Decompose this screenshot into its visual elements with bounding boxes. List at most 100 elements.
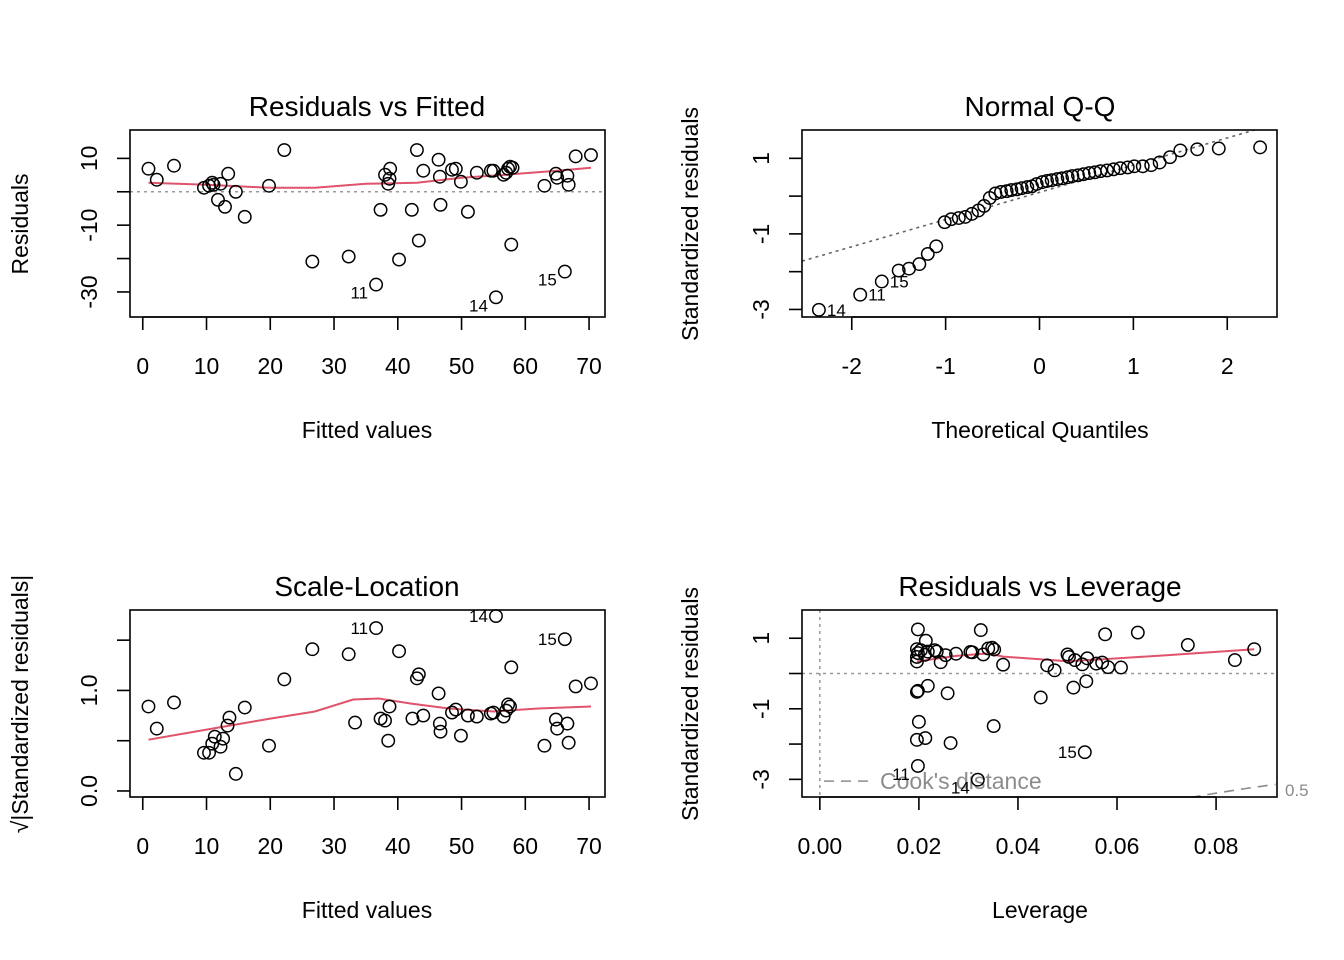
data-point bbox=[929, 239, 944, 254]
y-axis-label: √|Standardized residuals| bbox=[7, 575, 33, 834]
data-point bbox=[1120, 160, 1135, 175]
data-point bbox=[584, 148, 598, 162]
data-point bbox=[1173, 143, 1188, 158]
data-point bbox=[197, 745, 211, 760]
data-point bbox=[141, 699, 156, 714]
data-point bbox=[911, 714, 926, 729]
data-point bbox=[970, 772, 985, 787]
data-point bbox=[1066, 680, 1081, 695]
y-tick-label: -3 bbox=[748, 299, 774, 319]
data-point bbox=[228, 766, 243, 781]
data-point bbox=[460, 204, 475, 219]
point-label: 11 bbox=[350, 619, 368, 638]
cooks-level-label: 0.5 bbox=[1285, 781, 1309, 800]
data-point bbox=[951, 211, 966, 225]
y-tick-label: 1 bbox=[748, 152, 774, 165]
data-point bbox=[460, 708, 475, 723]
data-point bbox=[445, 705, 459, 720]
data-point bbox=[222, 710, 237, 725]
point-label: 11 bbox=[892, 765, 910, 784]
panel-scale-location: Scale-Location Fitted values √|Standardi… bbox=[7, 571, 606, 923]
panel-residuals-vs-fitted: Residuals vs Fitted Fitted values Residu… bbox=[7, 91, 606, 443]
point-label: 11 bbox=[868, 286, 886, 305]
y-tick-label: 10 bbox=[76, 146, 102, 172]
point-label: 14 bbox=[469, 607, 488, 626]
data-point bbox=[561, 177, 576, 192]
data-point bbox=[277, 143, 292, 157]
data-point bbox=[557, 264, 572, 279]
data-point bbox=[211, 192, 225, 207]
data-point bbox=[910, 759, 925, 773]
qq-reference-line bbox=[802, 130, 1258, 262]
x-tick-label: 10 bbox=[194, 353, 220, 379]
data-point bbox=[811, 302, 826, 317]
data-point bbox=[469, 165, 484, 180]
data-point bbox=[381, 733, 396, 748]
data-point bbox=[949, 646, 963, 661]
data-point bbox=[432, 716, 447, 731]
data-point bbox=[404, 202, 419, 217]
data-point bbox=[216, 731, 231, 746]
data-point bbox=[550, 170, 565, 185]
x-tick-label: 0 bbox=[136, 833, 149, 859]
data-point bbox=[218, 199, 232, 214]
data-point bbox=[910, 646, 925, 660]
data-point bbox=[503, 699, 517, 714]
y-tick-label: 1 bbox=[748, 632, 774, 645]
data-point bbox=[1044, 173, 1059, 188]
data-point bbox=[1253, 140, 1268, 155]
data-point bbox=[1033, 690, 1048, 705]
data-point bbox=[1100, 163, 1115, 178]
data-point bbox=[411, 233, 426, 248]
y-tick-label: 1.0 bbox=[76, 674, 102, 706]
data-point bbox=[938, 648, 953, 663]
data-point bbox=[568, 679, 583, 694]
y-tick-label: -30 bbox=[76, 275, 102, 308]
data-point bbox=[1211, 141, 1226, 156]
x-tick-label: 60 bbox=[513, 833, 539, 859]
cooks-legend-label: Cook's distance bbox=[880, 768, 1042, 794]
data-point bbox=[853, 287, 868, 302]
x-tick-label: 70 bbox=[576, 833, 602, 859]
x-tick-label: 0 bbox=[136, 353, 149, 379]
data-point bbox=[411, 667, 426, 682]
x-tick-label: -1 bbox=[935, 353, 955, 379]
x-tick-label: 0 bbox=[1033, 353, 1046, 379]
point-label: 15 bbox=[538, 271, 557, 290]
data-point bbox=[431, 686, 446, 701]
data-point bbox=[262, 178, 276, 193]
y-axis-label: Standardized residuals bbox=[677, 107, 703, 341]
panel-residuals-vs-leverage: Residuals vs Leverage Leverage Standardi… bbox=[677, 571, 1309, 923]
plot-area bbox=[802, 130, 1258, 262]
data-point bbox=[1040, 174, 1054, 188]
point-label: 15 bbox=[890, 272, 909, 291]
x-tick-label: 30 bbox=[321, 353, 347, 379]
data-point bbox=[381, 176, 396, 191]
data-point bbox=[874, 274, 889, 289]
data-point bbox=[228, 184, 243, 199]
data-point bbox=[1190, 142, 1205, 157]
data-point bbox=[416, 708, 431, 723]
data-point bbox=[1029, 177, 1044, 191]
data-point bbox=[944, 212, 959, 227]
y-tick-label: -3 bbox=[748, 769, 774, 789]
data-point bbox=[378, 713, 392, 728]
data-point bbox=[453, 174, 468, 189]
data-point bbox=[1106, 162, 1121, 177]
x-tick-label: 70 bbox=[576, 353, 602, 379]
x-tick-label: 0.06 bbox=[1095, 833, 1140, 859]
data-point bbox=[920, 644, 935, 659]
x-tick-label: 30 bbox=[321, 833, 347, 859]
data-point bbox=[448, 161, 463, 176]
data-point bbox=[369, 621, 384, 636]
y-tick-label: -1 bbox=[748, 224, 774, 244]
x-tick-label: 20 bbox=[257, 833, 283, 859]
data-point bbox=[505, 160, 520, 175]
data-point bbox=[1076, 167, 1091, 182]
data-point bbox=[1098, 627, 1113, 642]
data-point bbox=[453, 728, 468, 743]
data-point bbox=[958, 209, 973, 224]
data-point bbox=[1113, 161, 1128, 176]
data-point bbox=[1082, 166, 1097, 181]
